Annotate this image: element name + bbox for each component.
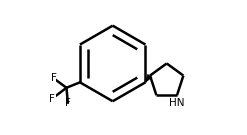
Text: F: F [65, 98, 71, 108]
Polygon shape [145, 74, 152, 83]
Text: HN: HN [169, 98, 185, 108]
Text: F: F [51, 73, 57, 83]
Text: F: F [49, 94, 55, 104]
